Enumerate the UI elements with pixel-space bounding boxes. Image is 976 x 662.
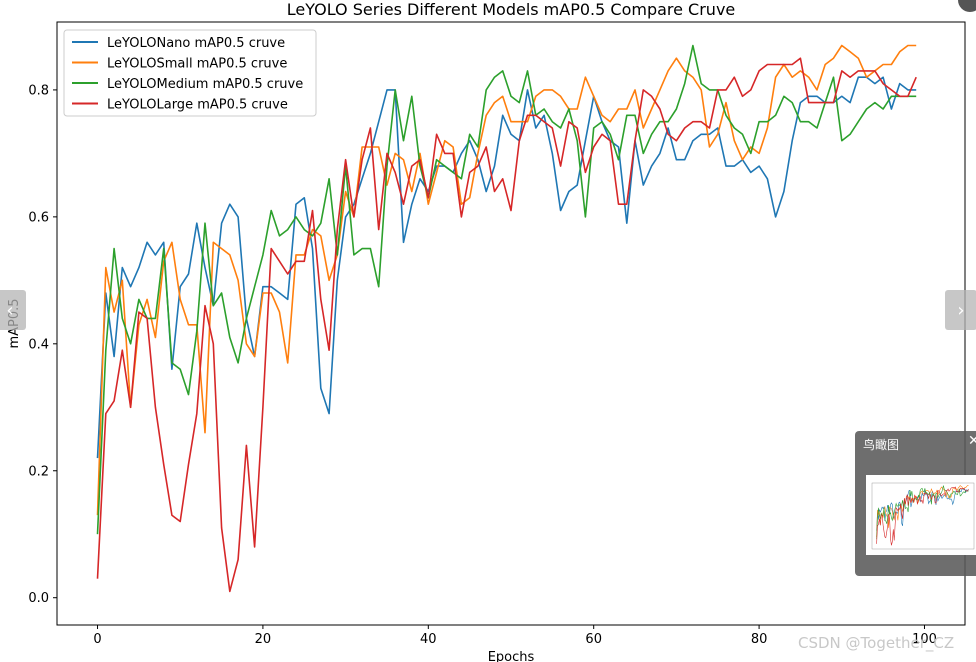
x-axis-label: Epochs [488, 650, 535, 662]
thumb-series-line-0 [876, 488, 969, 531]
chart-title: LeYOLO Series Different Models mAP0.5 Co… [287, 0, 736, 19]
y-tick-label: 0.8 [28, 83, 49, 98]
y-tick-label: 0.0 [28, 591, 49, 606]
series-line-2 [96, 44, 917, 535]
thumb-frame [871, 482, 975, 550]
watermark: CSDN @Together_CZ [798, 634, 955, 652]
series-line-1 [96, 44, 917, 516]
series-line-0 [96, 76, 917, 459]
x-tick-label: 0 [93, 632, 101, 647]
chevron-right-icon: › [957, 299, 965, 321]
previous-image-button[interactable]: ‹ [0, 290, 26, 330]
legend: LeYOLONano mAP0.5 cruve LeYOLOSmall mAP0.… [63, 29, 317, 117]
thumb-series-line-2 [876, 485, 969, 540]
x-tick-label: 40 [420, 632, 437, 647]
x-tick-label: 100 [912, 632, 937, 647]
y-tick-label: 0.6 [28, 210, 49, 225]
thumb-series-line-3 [876, 486, 969, 546]
legend-entry: LeYOLONano mAP0.5 cruve [107, 36, 285, 51]
x-tick-label: 60 [585, 632, 602, 647]
corner-control[interactable] [958, 0, 976, 12]
close-icon[interactable]: ✕ [968, 433, 976, 449]
legend-entry: LeYOLOLarge mAP0.5 cruve [107, 98, 288, 113]
series-line-3 [96, 57, 917, 593]
legend-entry: LeYOLOMedium mAP0.5 cruve [107, 77, 303, 92]
y-tick-label: 0.2 [28, 464, 49, 479]
y-tick-label: 0.4 [28, 337, 49, 352]
x-tick-label: 20 [255, 632, 272, 647]
legend-box [63, 29, 317, 117]
legend-entry: LeYOLOSmall mAP0.5 cruve [107, 57, 287, 72]
overview-thumbnail[interactable] [866, 475, 976, 555]
chevron-left-icon: ‹ [6, 299, 14, 321]
overview-panel: 鸟瞰图 ✕ [855, 431, 976, 576]
x-tick-label: 80 [751, 632, 768, 647]
overview-title: 鸟瞰图 [863, 438, 900, 452]
next-image-button[interactable]: › [945, 290, 976, 330]
thumb-series-line-1 [876, 485, 969, 538]
